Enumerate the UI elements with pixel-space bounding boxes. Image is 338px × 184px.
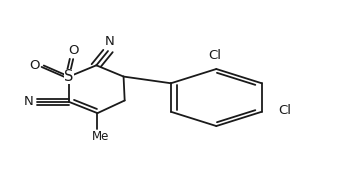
Text: Cl: Cl (208, 49, 221, 62)
Text: O: O (29, 59, 40, 72)
Text: O: O (68, 44, 78, 57)
Text: N: N (24, 95, 33, 108)
Text: S: S (65, 69, 74, 84)
Text: Cl: Cl (278, 104, 291, 117)
Text: N: N (105, 35, 115, 48)
Text: Me: Me (92, 130, 109, 143)
